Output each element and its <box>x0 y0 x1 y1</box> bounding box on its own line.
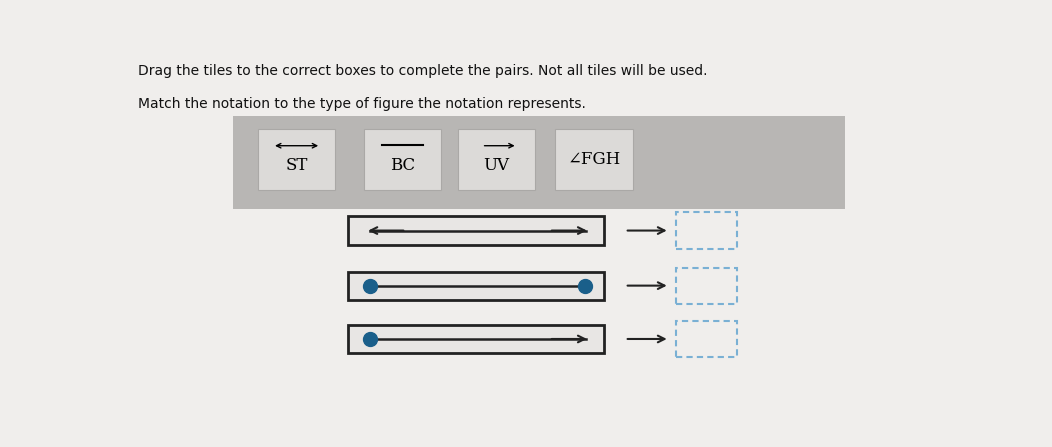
Bar <box>347 325 604 353</box>
Bar <box>676 212 737 249</box>
Text: ∠FGH: ∠FGH <box>568 151 621 168</box>
Text: BC: BC <box>390 157 416 174</box>
Text: Drag the tiles to the correct boxes to complete the pairs. Not all tiles will be: Drag the tiles to the correct boxes to c… <box>138 64 708 78</box>
Bar <box>458 129 535 190</box>
Bar <box>234 116 845 208</box>
Bar <box>364 129 442 190</box>
Bar <box>676 268 737 304</box>
Bar <box>258 129 336 190</box>
Text: Match the notation to the type of figure the notation represents.: Match the notation to the type of figure… <box>138 97 586 111</box>
Bar <box>676 321 737 357</box>
Text: ST: ST <box>285 157 308 174</box>
Bar <box>347 271 604 300</box>
Bar <box>555 129 633 190</box>
Text: UV: UV <box>483 157 509 174</box>
Bar <box>347 216 604 245</box>
